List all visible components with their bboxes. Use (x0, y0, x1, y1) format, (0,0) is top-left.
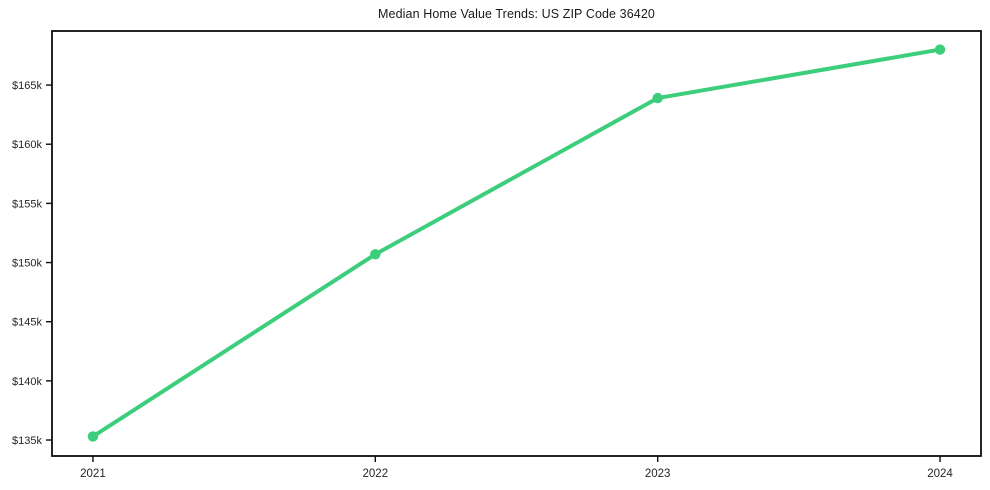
y-axis-tick-label: $135k (12, 435, 42, 447)
trend-line (90, 47, 943, 439)
y-axis-tick-label: $145k (12, 317, 42, 329)
data-point-marker (652, 92, 663, 104)
plot-border (51, 30, 982, 457)
y-axis-tick-label: $150k (12, 258, 42, 270)
y-axis-tick-label: $140k (12, 376, 42, 388)
chart-title: Median Home Value Trends: US ZIP Code 36… (378, 7, 655, 21)
y-axis-tick-label: $165k (12, 80, 42, 92)
data-point-marker (87, 431, 99, 442)
y-axis-tick-label: $160k (12, 139, 42, 151)
data-point-marker (934, 44, 946, 55)
y-axis-tick-label: $155k (12, 198, 42, 210)
x-axis-tick-label: 2022 (363, 468, 389, 480)
x-axis-tick-label: 2023 (645, 468, 671, 480)
x-axis-tick-label: 2021 (80, 468, 106, 480)
data-point-marker (370, 249, 381, 260)
x-axis-tick-label: 2024 (927, 468, 953, 480)
